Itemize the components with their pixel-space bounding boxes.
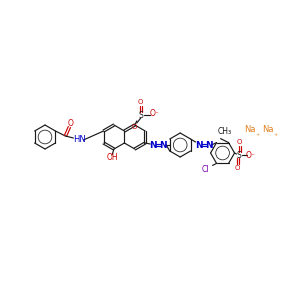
Text: O: O [138, 99, 143, 105]
Text: O: O [237, 139, 242, 145]
Text: O⁻: O⁻ [246, 151, 256, 160]
Text: S: S [236, 151, 241, 160]
Text: N: N [195, 140, 203, 149]
Text: S: S [138, 110, 143, 119]
Text: Na: Na [262, 125, 274, 134]
Text: Cl: Cl [202, 165, 209, 174]
Text: O: O [235, 165, 240, 171]
Text: N: N [205, 140, 212, 149]
Text: ⁺: ⁺ [255, 131, 259, 140]
Text: OH: OH [106, 154, 118, 163]
Text: N: N [149, 140, 157, 149]
Text: HN: HN [73, 136, 86, 145]
Text: Na: Na [244, 125, 256, 134]
Text: O: O [68, 118, 73, 127]
Text: N: N [159, 140, 167, 149]
Text: O⁻: O⁻ [150, 110, 160, 118]
Text: ⁺: ⁺ [273, 131, 277, 140]
Text: CH₃: CH₃ [218, 127, 232, 136]
Text: O: O [132, 124, 137, 130]
